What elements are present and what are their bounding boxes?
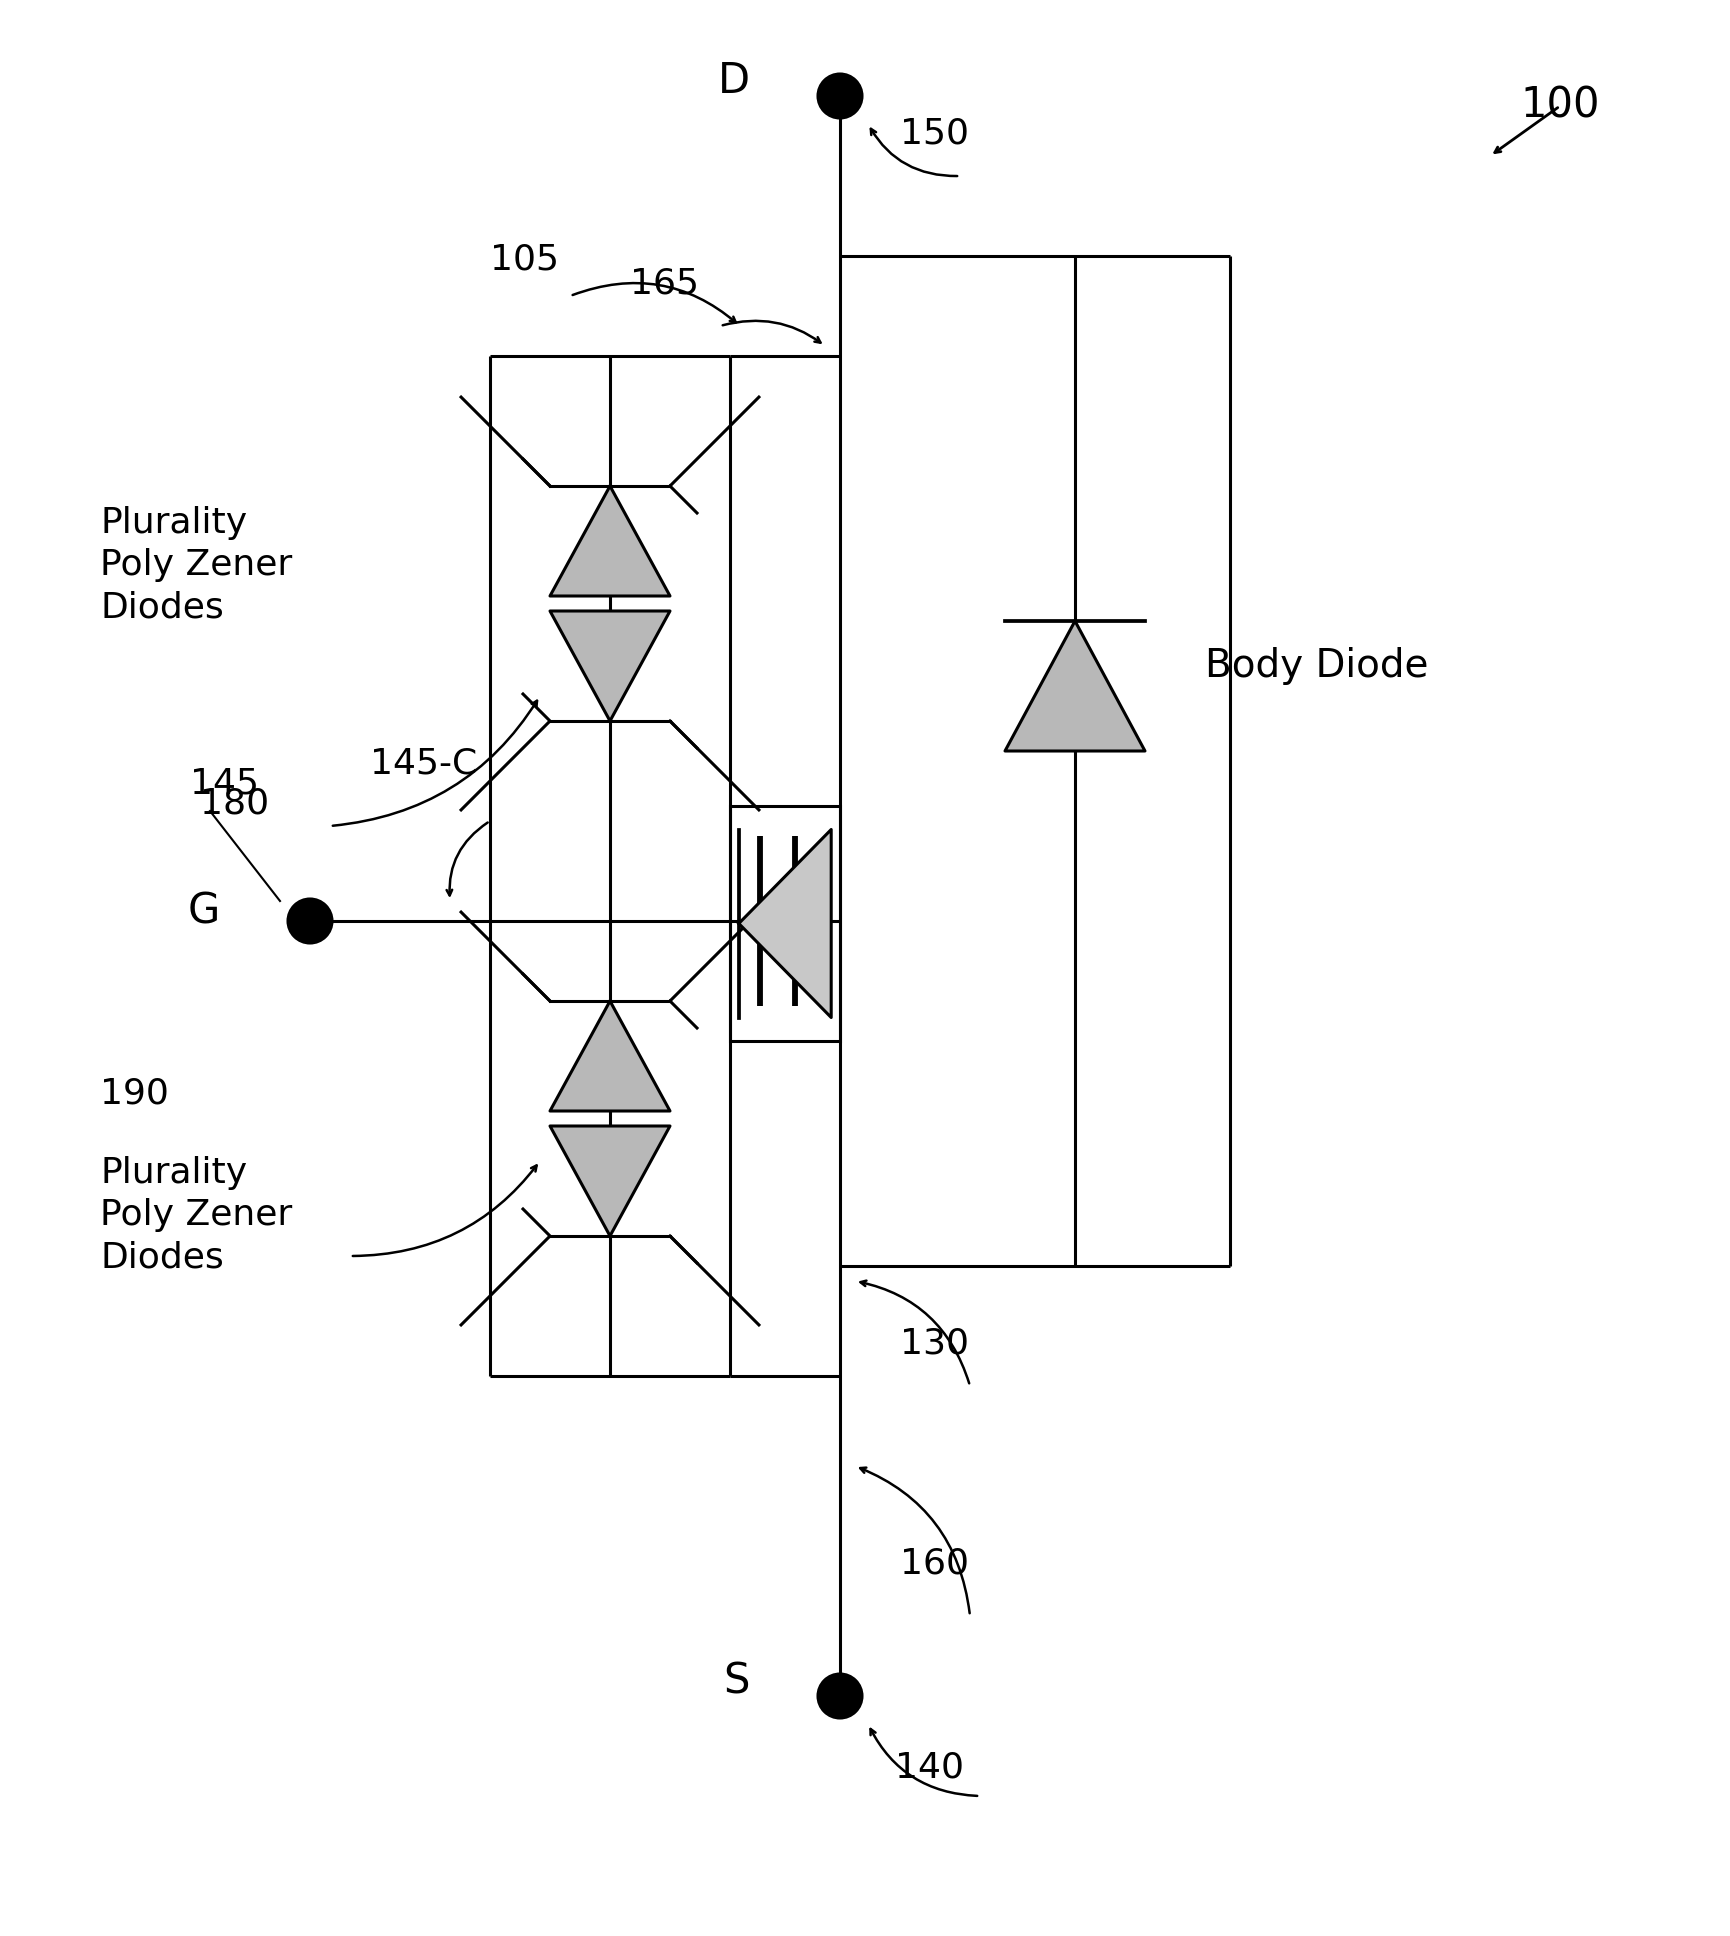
Polygon shape — [550, 612, 670, 720]
Text: 160: 160 — [900, 1547, 969, 1580]
Polygon shape — [739, 829, 830, 1018]
Text: 165: 165 — [630, 265, 699, 300]
Text: 145-C: 145-C — [370, 747, 477, 780]
Text: Plurality
Poly Zener
Diodes: Plurality Poly Zener Diodes — [100, 1156, 292, 1274]
Polygon shape — [550, 1127, 670, 1235]
Text: 190: 190 — [100, 1076, 170, 1109]
Text: 150: 150 — [900, 116, 969, 149]
Text: G: G — [189, 891, 220, 931]
Text: 130: 130 — [900, 1326, 969, 1359]
Polygon shape — [550, 1001, 670, 1111]
Text: D: D — [718, 60, 751, 103]
Text: 180: 180 — [201, 786, 270, 821]
Text: Plurality
Poly Zener
Diodes: Plurality Poly Zener Diodes — [100, 505, 292, 623]
Circle shape — [818, 1675, 862, 1717]
Polygon shape — [550, 486, 670, 596]
Text: S: S — [723, 1659, 751, 1702]
Text: 100: 100 — [1521, 85, 1600, 128]
Text: 105: 105 — [490, 242, 559, 277]
Circle shape — [818, 74, 862, 118]
Bar — [730, 805, 841, 1042]
Circle shape — [287, 898, 332, 943]
Text: 145: 145 — [190, 767, 260, 802]
Text: Body Diode: Body Diode — [1206, 647, 1429, 685]
Polygon shape — [1005, 621, 1145, 751]
Text: 140: 140 — [894, 1750, 964, 1785]
